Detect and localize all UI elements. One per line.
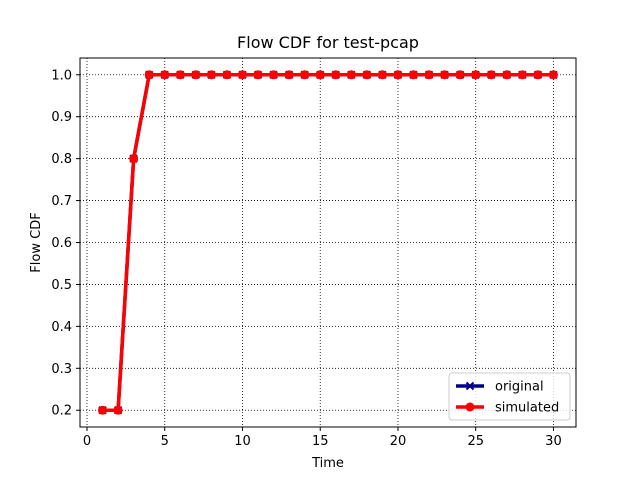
x-tick-label: 10 — [234, 434, 251, 449]
data-point-simulated — [284, 70, 294, 80]
data-point-simulated — [160, 70, 170, 80]
legend-label-simulated: simulated — [495, 401, 559, 416]
data-point-simulated — [253, 70, 263, 80]
y-axis-label: Flow CDF — [29, 212, 44, 272]
x-tick-label: 15 — [312, 434, 329, 449]
data-point-simulated — [377, 70, 387, 80]
data-point-simulated — [237, 70, 247, 80]
data-point-simulated — [269, 70, 279, 80]
y-tick-label: 1.0 — [51, 68, 72, 83]
legend-marker-simulated — [465, 402, 475, 412]
data-point-simulated — [300, 70, 310, 80]
data-point-simulated — [393, 70, 403, 80]
legend-label-original: original — [495, 380, 544, 395]
series-layer — [98, 70, 558, 415]
data-point-simulated — [440, 70, 450, 80]
y-tick-label: 0.9 — [51, 110, 72, 125]
legend: original simulated — [448, 372, 571, 421]
y-tick-label: 0.8 — [51, 152, 72, 167]
y-tick-label: 0.2 — [51, 404, 72, 419]
x-tick-label: 20 — [390, 434, 407, 449]
x-axis-label: Time — [311, 456, 344, 471]
data-point-simulated — [424, 70, 434, 80]
chart-title: Flow CDF for test-pcap — [237, 33, 419, 52]
data-point-simulated — [362, 70, 372, 80]
data-point-simulated — [409, 70, 419, 80]
data-point-simulated — [486, 70, 496, 80]
data-point-simulated — [533, 70, 543, 80]
data-point-simulated — [222, 70, 232, 80]
data-point-simulated — [517, 70, 527, 80]
x-tick-label: 0 — [83, 434, 91, 449]
data-point-simulated — [98, 405, 108, 415]
data-point-simulated — [548, 70, 558, 80]
data-point-simulated — [129, 154, 139, 164]
data-point-simulated — [191, 70, 201, 80]
data-point-simulated — [346, 70, 356, 80]
data-point-simulated — [502, 70, 512, 80]
data-point-simulated — [315, 70, 325, 80]
y-tick-label: 0.7 — [51, 194, 72, 209]
data-point-simulated — [455, 70, 465, 80]
data-point-simulated — [144, 70, 154, 80]
legend-marker-original — [465, 381, 475, 391]
axis-ticks: 0 5 10 15 20 25 30 0.2 0.3 0.4 0.5 0.6 0.7 0.8 0.9 1.0 — [51, 68, 561, 449]
data-point-simulated — [113, 405, 123, 415]
y-tick-label: 0.4 — [51, 320, 72, 335]
x-tick-label: 5 — [161, 434, 169, 449]
y-tick-label: 0.6 — [51, 236, 72, 251]
x-tick-label: 25 — [467, 434, 484, 449]
y-tick-label: 0.5 — [51, 278, 72, 293]
x-tick-label: 30 — [545, 434, 562, 449]
data-point-simulated — [175, 70, 185, 80]
data-point-simulated — [471, 70, 481, 80]
data-point-simulated — [206, 70, 216, 80]
data-point-simulated — [331, 70, 341, 80]
y-tick-label: 0.3 — [51, 362, 72, 377]
